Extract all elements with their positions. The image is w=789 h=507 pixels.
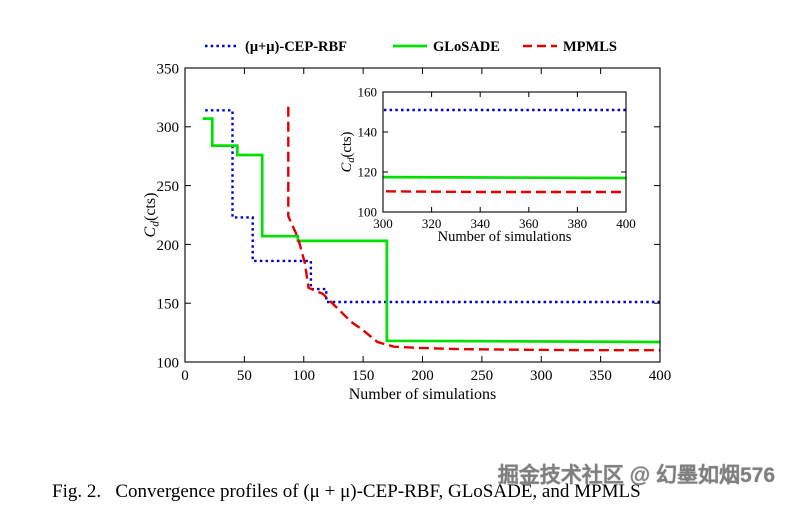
inset-plot-frame bbox=[382, 91, 627, 213]
main-plot-xlabel: Number of simulations bbox=[349, 386, 497, 403]
series-line-dashed bbox=[287, 106, 660, 352]
main-plot-series bbox=[202, 106, 660, 352]
x-tick-label: 150 bbox=[352, 368, 375, 384]
x-tick-label: 340 bbox=[470, 216, 490, 231]
convergence-chart: 0 50 100 150 200 250 300 350 4001001502002503003… bbox=[142, 39, 672, 403]
x-tick-label: 300 bbox=[373, 216, 393, 231]
y-tick-label: 300 bbox=[157, 120, 180, 136]
watermark: 掘金技术社区 @ 幻墨如烟576 bbox=[497, 464, 775, 487]
y-tick-label: 350 bbox=[157, 61, 180, 77]
x-tick-label: 380 bbox=[568, 216, 588, 231]
y-tick-label: 200 bbox=[157, 238, 180, 254]
inset-plot-xlabel: Number of simulations bbox=[438, 229, 572, 245]
y-tick-label: 160 bbox=[358, 85, 378, 100]
y-tick-label: 250 bbox=[157, 179, 180, 195]
figure-caption: Fig. 2. Convergence profiles of (μ + μ)-… bbox=[52, 426, 762, 507]
legend-label: GLoSADE bbox=[433, 39, 500, 55]
x-tick-label: 200 bbox=[411, 368, 434, 384]
y-tick-label: 120 bbox=[358, 165, 378, 180]
legend-label: (μ+μ)-CEP-RBF bbox=[245, 39, 347, 55]
x-tick-label: 400 bbox=[616, 216, 636, 231]
x-tick-label: 350 bbox=[589, 368, 612, 384]
y-tick-label: 100 bbox=[358, 205, 378, 220]
y-tick-label: 100 bbox=[157, 355, 180, 371]
series-line-dotted bbox=[205, 109, 660, 304]
inset-plot-ylabel: Cd(cts) bbox=[339, 132, 357, 173]
x-tick-label: 0 bbox=[181, 368, 189, 384]
caption-line-1: Fig. 2. Convergence profiles of (μ + μ)-… bbox=[52, 481, 641, 503]
x-tick-label: 250 bbox=[471, 368, 494, 384]
legend: (μ+μ)-CEP-RBF GLoSADE MPMLS bbox=[205, 39, 617, 55]
legend-label: MPMLS bbox=[563, 39, 617, 55]
inset-plot: 300 320 340 360 380 400 100 120 140 160 Number of … bbox=[339, 85, 636, 245]
x-tick-label: 360 bbox=[519, 216, 539, 231]
x-tick-label: 320 bbox=[422, 216, 442, 231]
series-line-solid bbox=[202, 117, 660, 344]
y-tick-label: 150 bbox=[157, 297, 180, 313]
y-tick-label: 140 bbox=[358, 125, 378, 140]
x-tick-label: 100 bbox=[293, 368, 316, 384]
x-tick-label: 50 bbox=[237, 368, 252, 384]
x-tick-label: 300 bbox=[530, 368, 553, 384]
main-plot-ylabel: Cd(cts) bbox=[142, 193, 162, 238]
x-tick-label: 400 bbox=[649, 368, 672, 384]
